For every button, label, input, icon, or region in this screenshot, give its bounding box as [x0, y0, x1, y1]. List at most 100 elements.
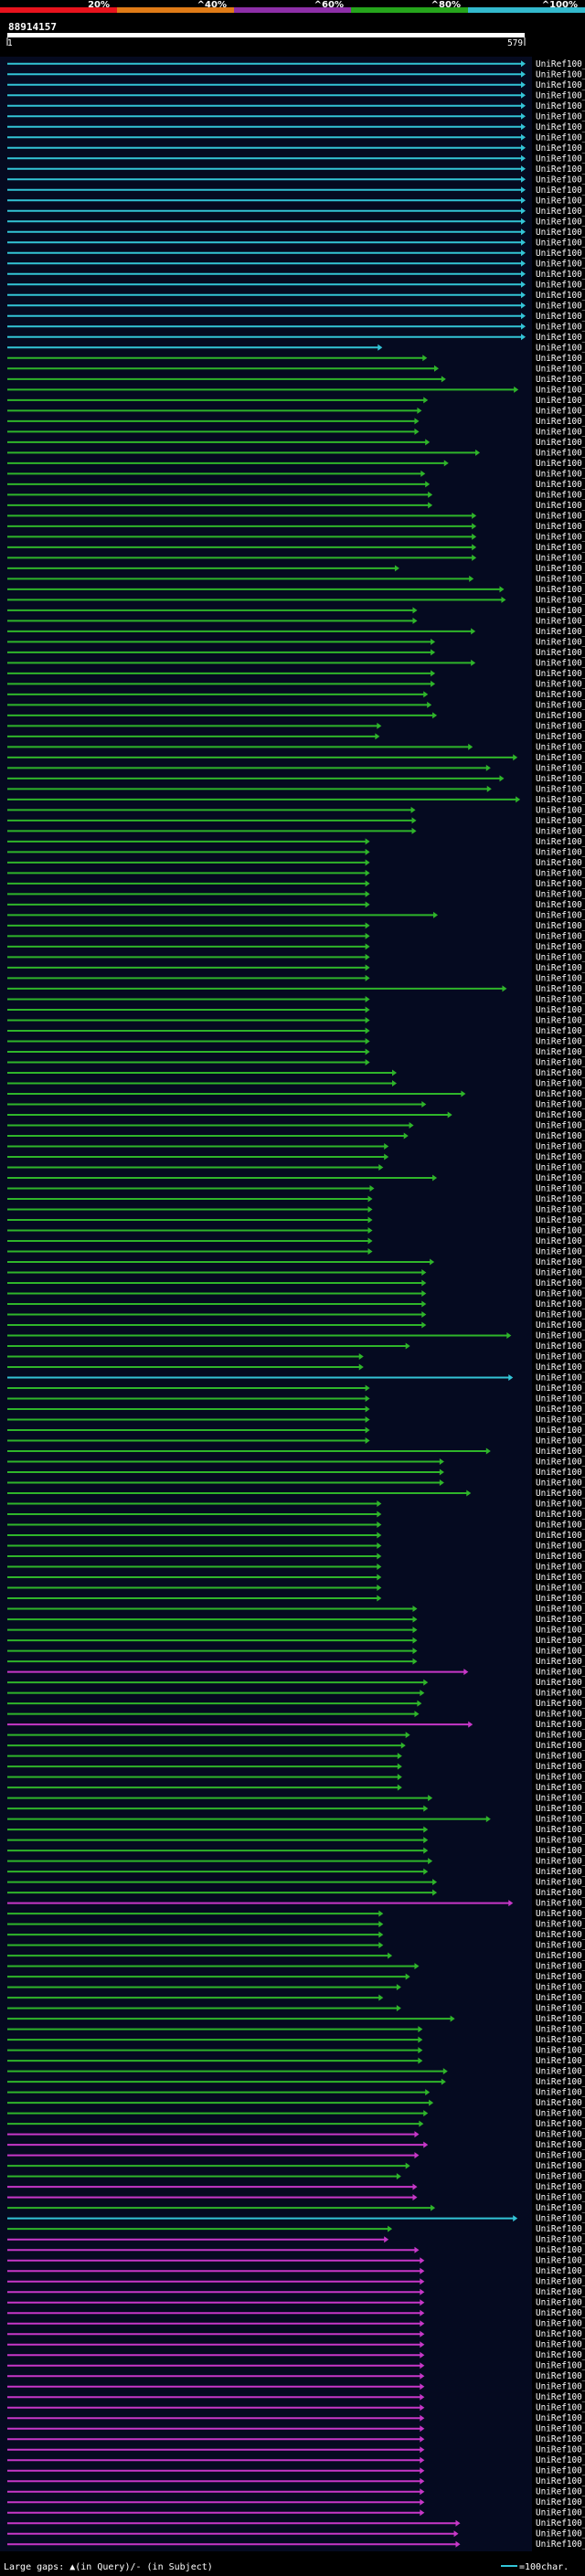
hit-arrow: [475, 449, 481, 456]
hit-arrow: [521, 81, 526, 89]
hit-label: UniRef100_Q2KLJ4: [536, 480, 585, 490]
hit-arrow: [377, 1585, 382, 1592]
hit-label: UniRef100_Q4T368: [536, 1415, 585, 1426]
hit-label: UniRef100_Q6B985: [536, 711, 585, 721]
hit-arrow: [471, 659, 476, 666]
hit-label: UniRef100_UP1000...: [536, 1299, 585, 1309]
hit-label: UniRef100_P27824: [536, 1047, 585, 1057]
hit-label: UniRef100_Q41798: [536, 207, 585, 217]
hit-label: UniRef100_A9T3A9: [536, 301, 585, 311]
hit-label: UniRef100_Q6GP47: [536, 1531, 585, 1541]
hit-arrow: [365, 943, 370, 950]
hit-arrow: [420, 470, 426, 477]
hit-label: UniRef100_Q5B788: [536, 679, 585, 689]
hit-arrow: [421, 1321, 427, 1329]
hit-label: UniRef100_Q5ZMY3: [536, 2361, 585, 2371]
hit-arrow: [414, 1711, 420, 1718]
hit-arrow: [434, 365, 440, 372]
hit-label: UniRef100_Q3K017: [536, 80, 585, 90]
hit-arrow: [405, 2162, 410, 2169]
hit-arrow: [472, 544, 477, 551]
hit-label: UniRef100_Q8Z769: [536, 69, 585, 80]
hit-label: UniRef100_Q8Z7U3: [536, 1930, 585, 1940]
hit-label: UniRef100_Q9SP25: [536, 1468, 585, 1478]
hit-label: UniRef100_O14967: [536, 1846, 585, 1856]
hit-arrow: [468, 743, 473, 750]
hit-arrow: [420, 2498, 425, 2506]
hit-arrow: [412, 1606, 418, 1613]
hit-label: UniRef100_Q5W5H5: [536, 2445, 585, 2455]
hit-arrow: [417, 407, 422, 414]
hit-arrow: [378, 1942, 384, 1949]
hit-label: UniRef100_UP1000...: [536, 1983, 585, 1993]
hit-arrow: [418, 2026, 423, 2033]
hit-label: UniRef100_A3NFY3: [536, 732, 585, 742]
hit-label: UniRef100_C5FEJ3: [536, 354, 585, 364]
hit-label: UniRef100_UP1000...: [536, 1026, 585, 1036]
hit-arrow: [429, 2099, 434, 2106]
hit-arrow: [420, 2435, 425, 2443]
hit-label: UniRef100_B4R5U5: [536, 2088, 585, 2098]
hit-label: UniRef100_Q7Y1YZ: [536, 2371, 585, 2381]
hit-label: UniRef100_A5BCC8: [536, 175, 585, 185]
hit-label: UniRef100_UP1000...: [536, 1920, 585, 1930]
hit-arrow: [521, 313, 526, 320]
hit-label: UniRef100_P24643: [536, 1068, 585, 1078]
hit-arrow: [412, 2194, 418, 2201]
hit-arrow: [412, 1658, 418, 1665]
hit-label: UniRef100_B8BAR4: [536, 2476, 585, 2486]
hit-label: UniRef100_C7YR80: [536, 805, 585, 815]
hit-label: UniRef100_C1HJ63: [536, 669, 585, 679]
hit-arrow: [412, 1627, 418, 1634]
hit-arrow: [466, 1489, 472, 1497]
hit-arrow: [521, 302, 526, 309]
hit-label: UniRef100_B7EW55: [536, 2487, 585, 2497]
hit-label: UniRef100_B2WDE1: [536, 375, 585, 385]
hit-label: UniRef100_A8QAR9: [536, 984, 585, 994]
hit-arrow: [421, 1268, 427, 1276]
hit-arrow: [420, 2488, 425, 2496]
hit-arrow: [421, 1289, 427, 1297]
hit-label: UniRef100_UP1000...: [536, 1215, 585, 1225]
hit-label: UniRef100_Q9BLH3: [536, 1131, 585, 1141]
hit-arrow: [397, 1763, 402, 1770]
hit-arrow: [441, 2078, 446, 2085]
hit-arrow: [521, 70, 526, 78]
hit-arrow: [365, 838, 370, 845]
hit-arrow: [405, 1973, 410, 1980]
hit-arrow: [417, 1700, 422, 1707]
hit-arrow: [485, 1816, 491, 1823]
hit-label: UniRef100_Q9NG26: [536, 1699, 585, 1709]
hit-arrow: [521, 175, 526, 183]
hit-label: UniRef100_UP1000...: [536, 1278, 585, 1288]
hit-arrow: [365, 995, 370, 1002]
hit-label: UniRef100_Q35994: [536, 322, 585, 332]
hit-arrow: [433, 911, 439, 918]
hit-arrow: [365, 1437, 370, 1445]
hit-arrow: [365, 1058, 370, 1065]
hit-label: UniRef100_B6TNF1: [536, 186, 585, 196]
hit-label: UniRef100_Q1DVA7: [536, 396, 585, 406]
hit-arrow: [432, 712, 438, 719]
hit-label: UniRef100_A7UT70: [536, 1899, 585, 1909]
hit-label: UniRef100_Q64880: [536, 2455, 585, 2465]
hit-label: UniRef100_Q5W532: [536, 2424, 585, 2434]
hit-arrow: [521, 186, 526, 194]
hit-label: UniRef100_B3RYN9: [536, 2056, 585, 2066]
hit-label: UniRef100_UP1000...: [536, 1015, 585, 1025]
hit-arrow: [423, 691, 429, 698]
hit-label: UniRef100_B4Y5Y4: [536, 1447, 585, 1457]
hit-arrow: [414, 428, 420, 435]
hit-arrow: [412, 1616, 418, 1623]
hit-label: UniRef100_Q09JH8: [536, 900, 585, 910]
hit-arrow: [420, 1690, 425, 1697]
hit-arrow: [425, 439, 431, 446]
hit-label: UniRef100_A3LYN5: [536, 2140, 585, 2150]
hit-arrow: [420, 2320, 425, 2327]
hit-arrow: [420, 2446, 425, 2454]
scale-segment-1: [117, 7, 234, 13]
hit-label: UniRef100_A8J195: [536, 1993, 585, 2003]
hit-arrow: [521, 260, 526, 267]
hit-label: UniRef100_P35565: [536, 921, 585, 931]
hit-label: UniRef100_Q6AEJ8: [536, 1204, 585, 1214]
